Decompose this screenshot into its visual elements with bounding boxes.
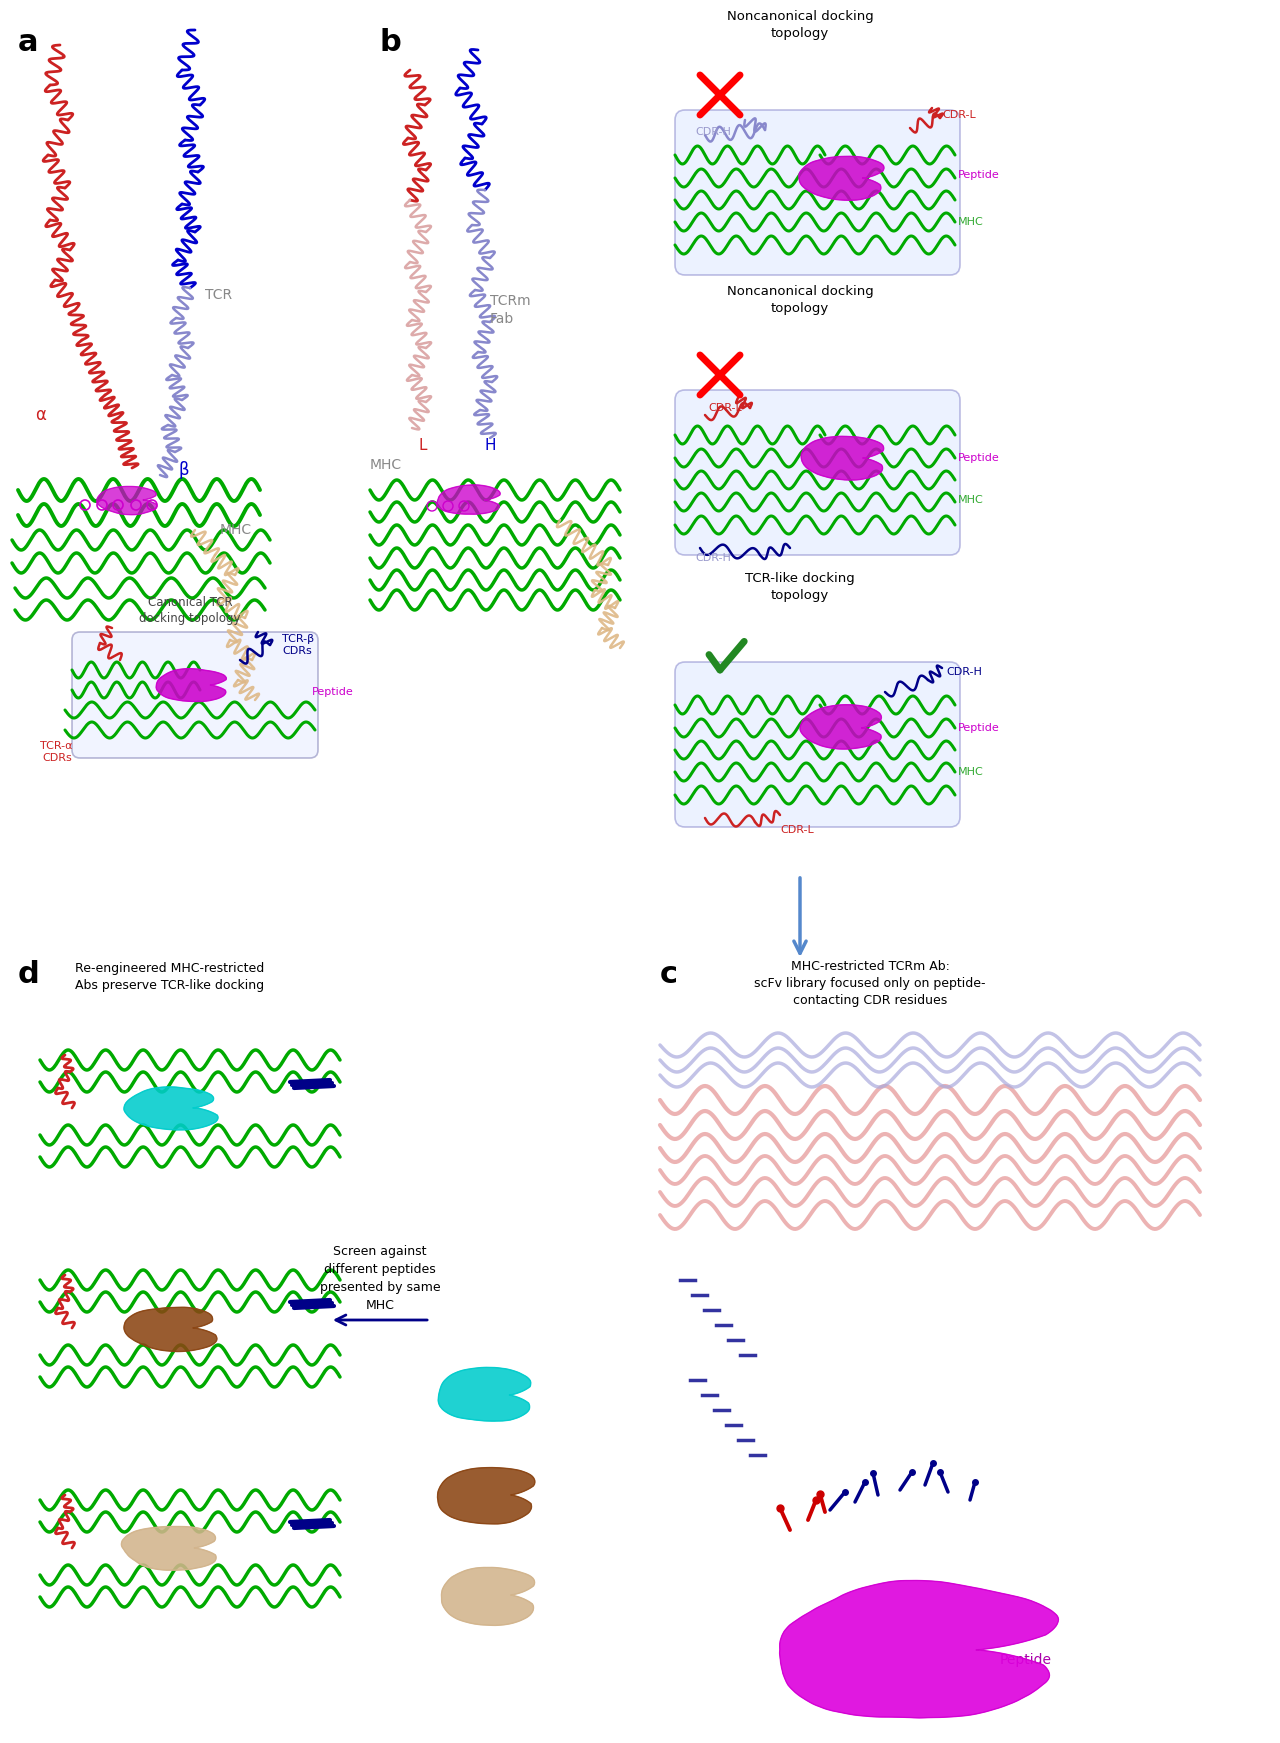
Text: TCR-β
CDRs: TCR-β CDRs xyxy=(282,634,314,655)
Text: β: β xyxy=(178,460,188,479)
Text: MHC: MHC xyxy=(957,216,984,227)
Text: CDR-L: CDR-L xyxy=(780,824,814,835)
Text: CDR-H: CDR-H xyxy=(695,127,731,138)
Polygon shape xyxy=(122,1527,216,1570)
Text: Screen against
different peptides
presented by same
MHC: Screen against different peptides presen… xyxy=(320,1245,440,1312)
Polygon shape xyxy=(156,669,227,701)
Text: b: b xyxy=(380,28,402,58)
Text: Noncanonical docking
topology: Noncanonical docking topology xyxy=(727,10,873,40)
Text: Noncanonical docking
topology: Noncanonical docking topology xyxy=(727,286,873,314)
Text: Peptide: Peptide xyxy=(1000,1652,1052,1666)
Text: CDR-L: CDR-L xyxy=(942,110,975,120)
Text: c: c xyxy=(660,960,678,988)
Text: Peptide: Peptide xyxy=(957,453,1000,464)
Text: Peptide: Peptide xyxy=(957,723,1000,734)
Text: MHC: MHC xyxy=(220,523,252,537)
Text: L: L xyxy=(419,437,426,453)
Polygon shape xyxy=(124,1088,218,1129)
Text: H: H xyxy=(485,437,497,453)
FancyBboxPatch shape xyxy=(675,662,960,826)
Text: TCR-like docking
topology: TCR-like docking topology xyxy=(745,572,855,601)
Text: d: d xyxy=(18,960,40,988)
Text: TCRm
Fab: TCRm Fab xyxy=(490,295,531,326)
Text: TCR: TCR xyxy=(205,288,232,302)
Text: Peptide: Peptide xyxy=(957,171,1000,180)
Text: MHC: MHC xyxy=(957,767,984,777)
Text: CDR-H: CDR-H xyxy=(695,553,731,563)
Polygon shape xyxy=(801,436,883,479)
Text: MHC: MHC xyxy=(957,495,984,505)
FancyBboxPatch shape xyxy=(675,110,960,275)
Text: a: a xyxy=(18,28,38,58)
Text: TCR-α
CDRs: TCR-α CDRs xyxy=(40,741,72,763)
Polygon shape xyxy=(780,1581,1059,1719)
Text: Peptide: Peptide xyxy=(312,687,353,697)
Polygon shape xyxy=(442,1567,535,1626)
Text: MHC: MHC xyxy=(370,458,402,472)
Polygon shape xyxy=(97,486,157,514)
FancyBboxPatch shape xyxy=(72,633,317,758)
Polygon shape xyxy=(436,485,500,514)
Polygon shape xyxy=(800,704,882,749)
Text: MHC-restricted TCRm Ab:
scFv library focused only on peptide-
contacting CDR res: MHC-restricted TCRm Ab: scFv library foc… xyxy=(754,960,986,1007)
Polygon shape xyxy=(438,1468,535,1523)
Text: CDR-L: CDR-L xyxy=(708,403,741,413)
Text: α: α xyxy=(35,406,46,424)
Text: CDR-H: CDR-H xyxy=(946,668,982,676)
Polygon shape xyxy=(124,1307,216,1351)
Text: Canonical TCR
docking topology: Canonical TCR docking topology xyxy=(140,596,241,626)
FancyBboxPatch shape xyxy=(675,390,960,554)
Polygon shape xyxy=(438,1367,531,1421)
Text: Re-engineered MHC-restricted
Abs preserve TCR-like docking: Re-engineered MHC-restricted Abs preserv… xyxy=(76,962,264,992)
Polygon shape xyxy=(799,157,884,200)
